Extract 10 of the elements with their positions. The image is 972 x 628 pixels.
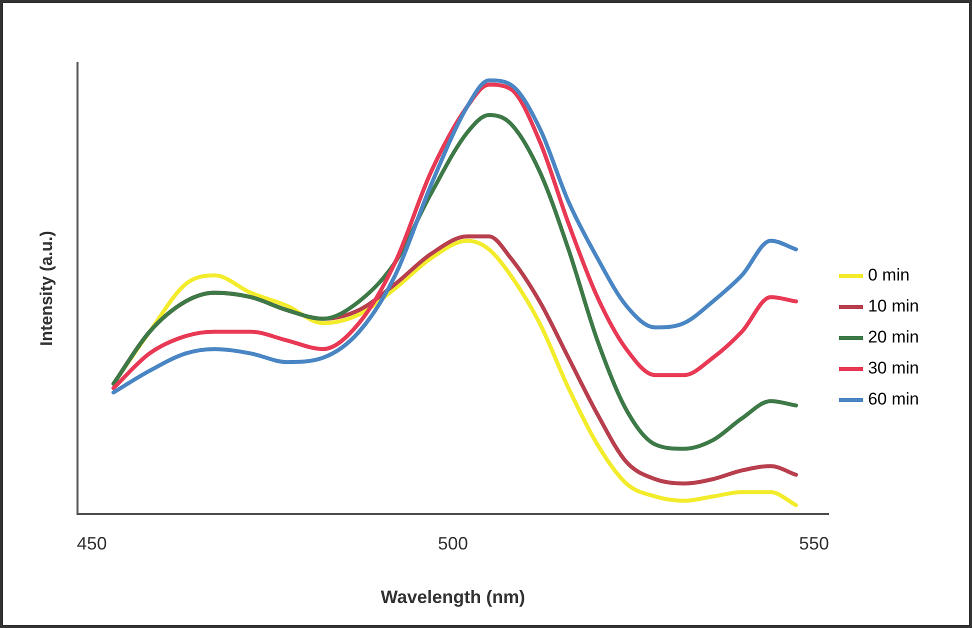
legend-label: 30 min (868, 358, 920, 378)
x-tick-label: 500 (438, 534, 468, 554)
legend-label: 0 min (868, 266, 910, 285)
y-axis-title: Intensity (a.u.) (36, 230, 56, 346)
legend-label: 10 min (868, 296, 920, 316)
x-axis-title: Wavelength (nm) (380, 587, 526, 608)
legend-label: 20 min (868, 328, 920, 347)
legend-label: 60 min (868, 390, 920, 409)
x-tick-label: 450 (76, 534, 107, 554)
x-tick-label: 550 (799, 534, 830, 554)
